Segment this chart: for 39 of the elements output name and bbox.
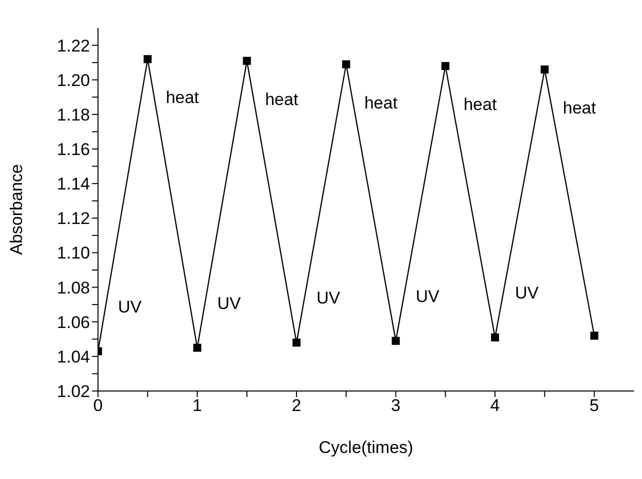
annotation: heat	[166, 88, 200, 108]
x-tick-label: 0	[93, 396, 103, 416]
point	[392, 336, 400, 345]
y-tick-label: 1.20	[56, 70, 90, 90]
point	[144, 55, 152, 64]
y-tick-label: 1.04	[56, 347, 90, 366]
y-tick-label: 1.10	[56, 244, 90, 263]
annotation: heat	[464, 95, 497, 114]
x-axis-title: Cycle(times)	[318, 438, 414, 457]
x-tick-label: 5	[590, 396, 600, 416]
point	[491, 333, 500, 342]
y-axis-title: Absorbance	[7, 164, 26, 255]
x-tick-label: 3	[391, 396, 401, 416]
point	[540, 65, 549, 74]
y-tick-label: 1.16	[56, 140, 90, 160]
x-tick-label: 1	[192, 396, 202, 416]
annotation: UV	[118, 297, 142, 316]
y-tick-label: 1.22	[56, 36, 90, 56]
y-tick-label: 1.12	[56, 209, 90, 228]
x-tick-label: 4	[490, 396, 500, 416]
y-tick-label: 1.06	[56, 312, 90, 332]
y-tick-label: 1.18	[56, 105, 90, 124]
point	[590, 332, 598, 340]
x-tick-label: 2	[292, 396, 302, 416]
annotation: heat	[364, 93, 398, 112]
annotation: UV	[416, 286, 440, 306]
point	[292, 338, 301, 347]
annotation: UV	[514, 284, 540, 303]
annotation: UV	[217, 294, 242, 313]
point	[193, 344, 202, 352]
y-tick-label: 1.02	[56, 382, 90, 402]
annotation: heat	[265, 90, 298, 109]
y-tick-label: 1.08	[56, 278, 90, 298]
point	[242, 56, 251, 65]
point	[441, 62, 450, 70]
y-tick-label: 1.14	[56, 174, 90, 194]
annotation: heat	[562, 98, 596, 118]
point	[342, 60, 350, 68]
annotation: UV	[316, 288, 341, 308]
